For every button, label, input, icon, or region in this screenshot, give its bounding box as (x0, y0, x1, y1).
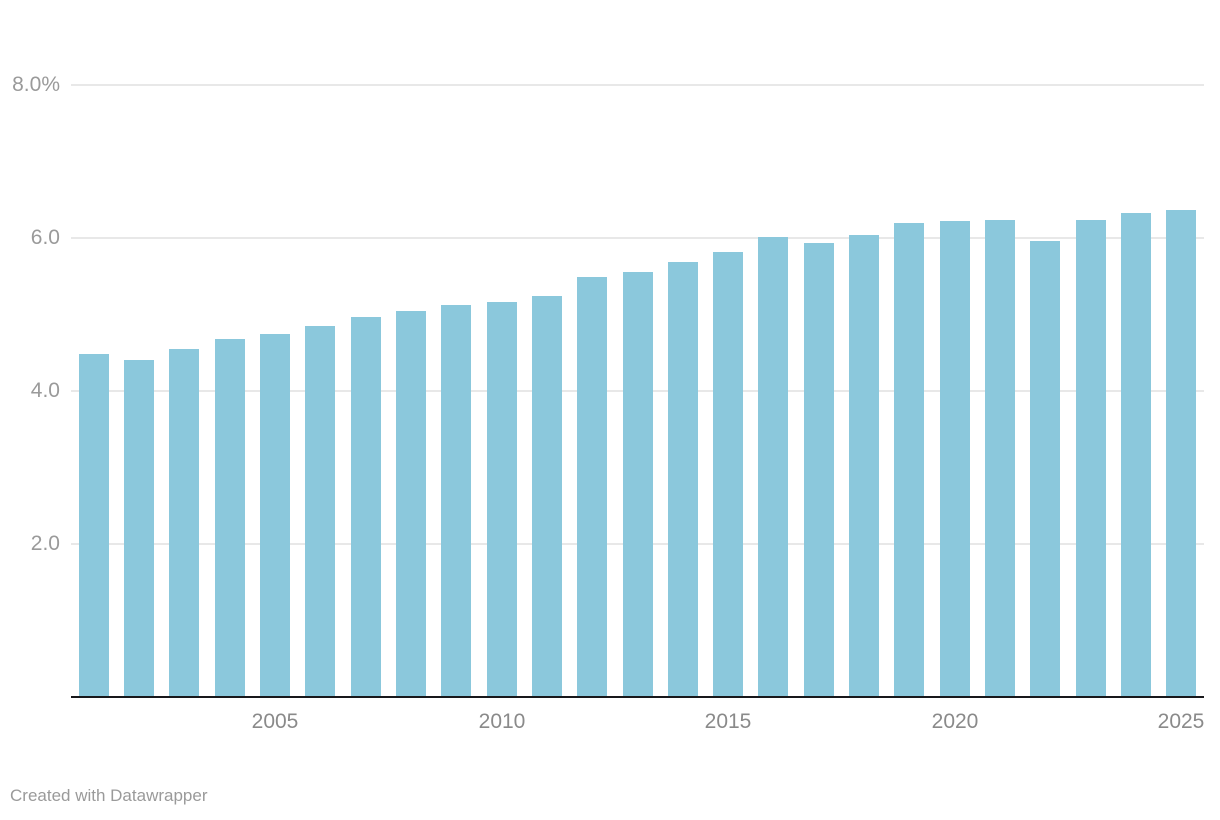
bar-2003[interactable] (169, 349, 199, 697)
bar-2016[interactable] (758, 237, 788, 697)
plot-area (71, 84, 1204, 698)
bar-2020[interactable] (940, 221, 970, 697)
x-axis-tick-label: 2005 (251, 710, 299, 733)
bar-2018[interactable] (849, 235, 879, 697)
datawrapper-attribution-link[interactable]: Created with Datawrapper (10, 786, 208, 805)
bar-2004[interactable] (215, 339, 245, 697)
y-axis-tick-label: 2.0 (30, 532, 60, 555)
bar-2001[interactable] (79, 354, 109, 697)
bar-2024[interactable] (1121, 213, 1151, 697)
bar-2022[interactable] (1030, 241, 1060, 697)
bar-2023[interactable] (1076, 220, 1106, 697)
bar-2010[interactable] (487, 302, 517, 697)
bar-2019[interactable] (894, 223, 924, 697)
bar-2011[interactable] (532, 296, 562, 697)
y-axis-tick-label: 8.0% (12, 73, 60, 96)
bar-2015[interactable] (713, 252, 743, 697)
x-axis-tick-label: 2020 (931, 710, 979, 733)
bar-2005[interactable] (260, 334, 290, 697)
bar-2021[interactable] (985, 220, 1015, 697)
gridline-8 (71, 84, 1204, 86)
x-axis-line (71, 696, 1204, 698)
bar-2006[interactable] (305, 326, 335, 697)
bar-2025[interactable] (1166, 210, 1196, 697)
bar-2017[interactable] (804, 243, 834, 697)
bar-2007[interactable] (351, 317, 381, 697)
y-axis-tick-label: 4.0 (30, 379, 60, 402)
x-axis-tick-label: 2015 (704, 710, 752, 733)
bar-2012[interactable] (577, 277, 607, 697)
gridline-6 (71, 237, 1204, 239)
bar-2008[interactable] (396, 311, 426, 697)
bar-2002[interactable] (124, 360, 154, 697)
y-axis-tick-label: 6.0 (30, 226, 60, 249)
bar-2013[interactable] (623, 272, 653, 697)
bar-2014[interactable] (668, 262, 698, 697)
x-axis-tick-label: 2010 (478, 710, 526, 733)
x-axis-tick-label: 2025 (1157, 710, 1205, 733)
bar-2009[interactable] (441, 305, 471, 697)
